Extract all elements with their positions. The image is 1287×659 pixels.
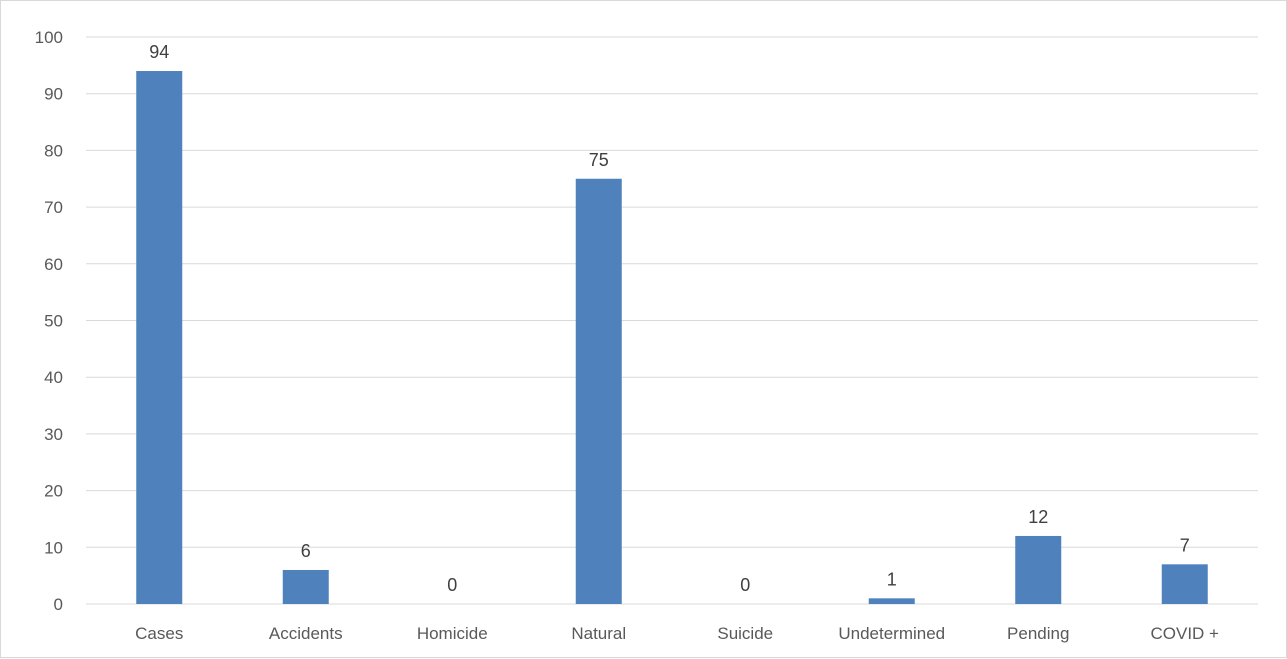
y-tick-label: 60	[44, 255, 63, 274]
data-label: 0	[447, 575, 457, 595]
x-tick-label: Cases	[135, 624, 183, 643]
data-label: 7	[1180, 535, 1190, 555]
bars	[136, 71, 1208, 604]
y-tick-label: 30	[44, 425, 63, 444]
data-label: 75	[589, 150, 609, 170]
y-tick-label: 40	[44, 368, 63, 387]
y-tick-label: 20	[44, 482, 63, 501]
x-tick-label: COVID +	[1151, 624, 1220, 643]
y-tick-label: 90	[44, 85, 63, 104]
x-tick-label: Suicide	[717, 624, 773, 643]
data-label: 12	[1028, 507, 1048, 527]
data-label: 1	[887, 569, 897, 589]
y-tick-label: 0	[54, 595, 63, 614]
data-label: 94	[149, 42, 169, 62]
y-tick-label: 70	[44, 198, 63, 217]
bar	[575, 178, 622, 604]
x-tick-label: Accidents	[269, 624, 343, 643]
y-tick-label: 50	[44, 312, 63, 331]
bar	[136, 71, 183, 604]
x-tick-label: Natural	[571, 624, 626, 643]
data-label: 6	[301, 541, 311, 561]
data-labels: 94 6 0 75 0 1 12 7	[149, 42, 1190, 595]
bar	[1015, 535, 1062, 604]
data-label: 0	[740, 575, 750, 595]
y-tick-label: 100	[35, 28, 63, 47]
bar	[282, 569, 329, 604]
x-tick-label: Pending	[1007, 624, 1069, 643]
y-tick-label: 80	[44, 141, 63, 160]
x-tick-label: Undetermined	[838, 624, 945, 643]
y-tick-label: 10	[44, 538, 63, 557]
x-axis-ticks: Cases Accidents Homicide Natural Suicide Unde…	[135, 624, 1219, 643]
bar	[868, 598, 915, 604]
gridlines	[86, 36, 1258, 605]
bar	[1161, 564, 1208, 604]
y-axis-ticks: 0 10 20 30 40 50 60 70 80 90 100	[35, 28, 63, 614]
x-tick-label: Homicide	[417, 624, 488, 643]
